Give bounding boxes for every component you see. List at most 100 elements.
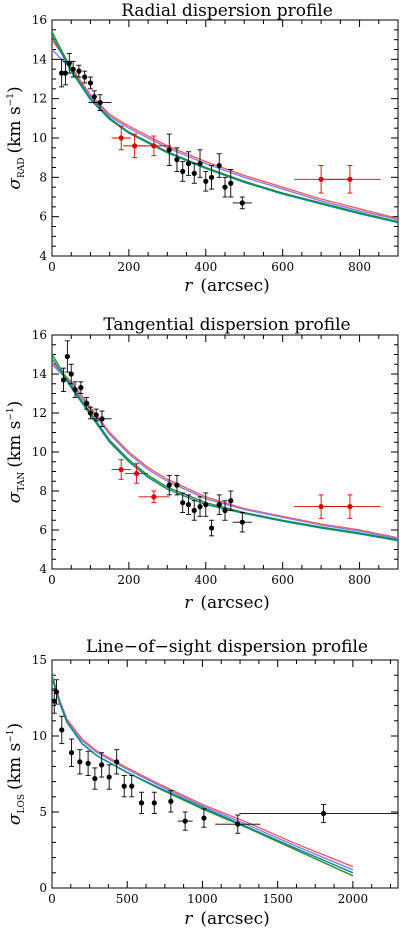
data-point bbox=[121, 783, 127, 789]
y-axis-label-sub: LOS bbox=[17, 794, 27, 814]
data-point bbox=[82, 74, 88, 80]
y-axis-label: σRAD (km s−1) bbox=[5, 86, 27, 189]
data-point bbox=[76, 68, 82, 74]
x-tick-label: 200 bbox=[117, 573, 140, 587]
data-point bbox=[191, 507, 197, 514]
data-point bbox=[185, 160, 192, 167]
y-tick-label: 16 bbox=[32, 13, 47, 27]
y-axis-label-close: ) bbox=[5, 401, 25, 408]
y-axis-label: σTAN (km s−1) bbox=[5, 401, 27, 504]
y-axis-label-sub: RAD bbox=[17, 158, 27, 179]
data-point bbox=[77, 759, 83, 765]
data-point bbox=[191, 170, 197, 176]
data-point bbox=[168, 798, 174, 804]
y-tick-label: 6 bbox=[39, 523, 47, 537]
data-point bbox=[84, 400, 90, 406]
data-point bbox=[99, 416, 105, 422]
data-point bbox=[203, 178, 209, 184]
model-curve-4 bbox=[52, 676, 354, 874]
data-point bbox=[222, 184, 228, 190]
y-tick-label: 16 bbox=[32, 328, 47, 342]
data-point bbox=[133, 470, 140, 477]
plot-frame bbox=[51, 19, 399, 257]
data-point bbox=[53, 689, 60, 695]
data-point bbox=[185, 502, 192, 508]
x-tick-label: 200 bbox=[117, 260, 140, 274]
data-point bbox=[239, 519, 245, 525]
y-tick-label: 8 bbox=[39, 484, 47, 498]
data-point bbox=[235, 821, 241, 827]
data-point bbox=[182, 818, 188, 824]
x-tick-label: 1500 bbox=[262, 892, 293, 906]
y-tick-label: 10 bbox=[32, 729, 47, 743]
data-point bbox=[151, 143, 157, 149]
model-curve-1 bbox=[52, 39, 398, 220]
data-point bbox=[222, 507, 228, 514]
x-tick-label: 0 bbox=[48, 892, 56, 906]
y-axis-label-exp: −1 bbox=[6, 407, 16, 420]
chart-title: Line−of−sight dispersion profile bbox=[86, 637, 368, 657]
x-tick-label: 2000 bbox=[338, 892, 369, 906]
data-point bbox=[78, 385, 84, 391]
data-point bbox=[151, 494, 157, 500]
y-tick-label: 14 bbox=[32, 367, 48, 381]
data-point bbox=[197, 504, 203, 510]
y-axis-label-exp: −1 bbox=[6, 93, 16, 106]
data-point bbox=[129, 783, 135, 789]
y-tick-label: 10 bbox=[32, 445, 47, 459]
model-curve-2 bbox=[52, 677, 354, 871]
data-point bbox=[51, 698, 57, 704]
plot-frame bbox=[51, 659, 399, 889]
data-point bbox=[228, 180, 234, 186]
data-point bbox=[197, 160, 203, 167]
x-tick-label: 0 bbox=[48, 573, 56, 587]
x-axis-label-var: r bbox=[184, 593, 193, 613]
data-point bbox=[216, 502, 222, 508]
data-point bbox=[72, 387, 78, 393]
y-axis-label-sigma: σ bbox=[5, 491, 25, 503]
data-point bbox=[228, 498, 234, 504]
y-axis-label-sub: TAN bbox=[17, 472, 27, 492]
data-point bbox=[166, 482, 172, 488]
x-tick-label: 400 bbox=[194, 260, 217, 274]
x-axis-label: r (arcsec) bbox=[184, 276, 270, 296]
y-axis-label-close: ) bbox=[5, 86, 25, 93]
x-tick-label: 600 bbox=[271, 573, 294, 587]
chart-panel-2: Tangential dispersion profile 0 200 400 600 8… bbox=[5, 315, 399, 613]
y-tick-label: 5 bbox=[39, 805, 47, 819]
y-axis-label-sigma: σ bbox=[5, 178, 25, 190]
x-tick-label: 800 bbox=[348, 260, 371, 274]
data-point bbox=[203, 502, 209, 508]
data-point bbox=[174, 157, 180, 163]
data-point bbox=[99, 762, 105, 768]
data-point bbox=[59, 727, 65, 733]
chart-panel-3: Line−of−sight dispersion profile 0 500 1000… bbox=[5, 637, 399, 929]
y-tick-label: 4 bbox=[39, 249, 47, 263]
y-tick-label: 6 bbox=[39, 210, 47, 224]
y-axis-label-unit: (km s bbox=[5, 106, 25, 153]
y-axis-label-close: ) bbox=[5, 723, 25, 730]
model-curve-4 bbox=[52, 35, 398, 224]
data-point bbox=[180, 500, 186, 506]
x-tick-label: 0 bbox=[48, 260, 56, 274]
data-point bbox=[70, 66, 76, 72]
data-point bbox=[87, 410, 94, 416]
x-tick-label: 600 bbox=[271, 260, 294, 274]
data-point bbox=[66, 60, 72, 66]
x-axis-label: r (arcsec) bbox=[184, 593, 270, 613]
x-tick-label: 1000 bbox=[187, 892, 218, 906]
data-point bbox=[138, 800, 145, 806]
data-point bbox=[68, 750, 75, 756]
data-point bbox=[85, 760, 91, 766]
y-tick-label: 0 bbox=[39, 881, 47, 895]
data-point bbox=[347, 504, 353, 510]
y-axis-label-unit: (km s bbox=[5, 421, 25, 468]
data-point bbox=[208, 174, 215, 180]
data-point bbox=[93, 412, 99, 418]
x-tick-label: 800 bbox=[348, 573, 371, 587]
data-point bbox=[180, 168, 186, 175]
data-point bbox=[91, 94, 97, 100]
data-point bbox=[239, 200, 245, 206]
